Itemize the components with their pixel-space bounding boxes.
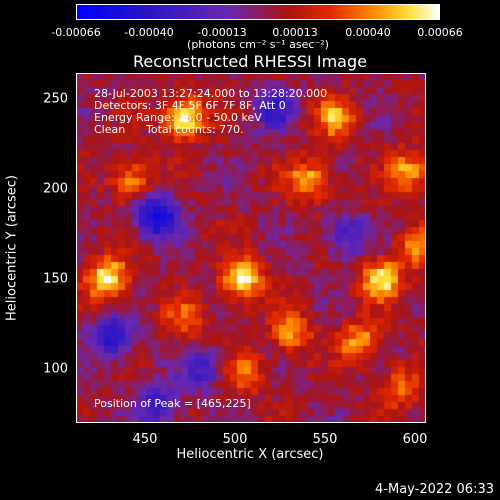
annotation-method: Clean [94,123,126,136]
chart-title: Reconstructed RHESSI Image [133,52,367,71]
colorbar [76,4,440,20]
y-tick-label: 250 [43,91,68,107]
y-tick-label: 150 [43,271,68,287]
x-tick-label: 450 [132,432,158,447]
colorbar-tick: -0.00013 [197,26,247,39]
x-tick-label: 550 [312,432,338,447]
colorbar-tick: -0.00040 [124,26,174,39]
annotation-energy-range: Energy Range: 25.0 - 50.0 keV [94,111,262,124]
y-tick-label: 100 [43,361,68,377]
footer-date: 4-May-2022 06:33 [375,482,494,497]
heatmap-image [76,73,426,423]
colorbar-tick: 0.00066 [417,26,463,39]
annotation-detectors: Detectors: 3F 4F 5F 6F 7F 8F, Att 0 [94,99,286,112]
colorbar-tick: 0.00013 [272,26,318,39]
x-axis-label: Heliocentric X (arcsec) [176,447,324,462]
colorbar-tick: 0.00040 [345,26,391,39]
annotation-peak-position: Position of Peak = [465,225] [94,397,251,410]
x-tick-label: 500 [222,432,248,447]
annotation-time-range: 28-Jul-2003 13:27:24.000 to 13:28:20.000 [94,87,328,100]
y-axis-label: Heliocentric Y (arcsec) [4,175,20,321]
colorbar-units: (photons cm⁻² s⁻¹ asec⁻²) [187,38,329,51]
y-tick-label: 200 [43,181,68,197]
annotation-total-counts: Total counts: 770. [146,123,244,136]
colorbar-tick: -0.00066 [51,26,101,39]
x-tick-label: 600 [402,432,428,447]
